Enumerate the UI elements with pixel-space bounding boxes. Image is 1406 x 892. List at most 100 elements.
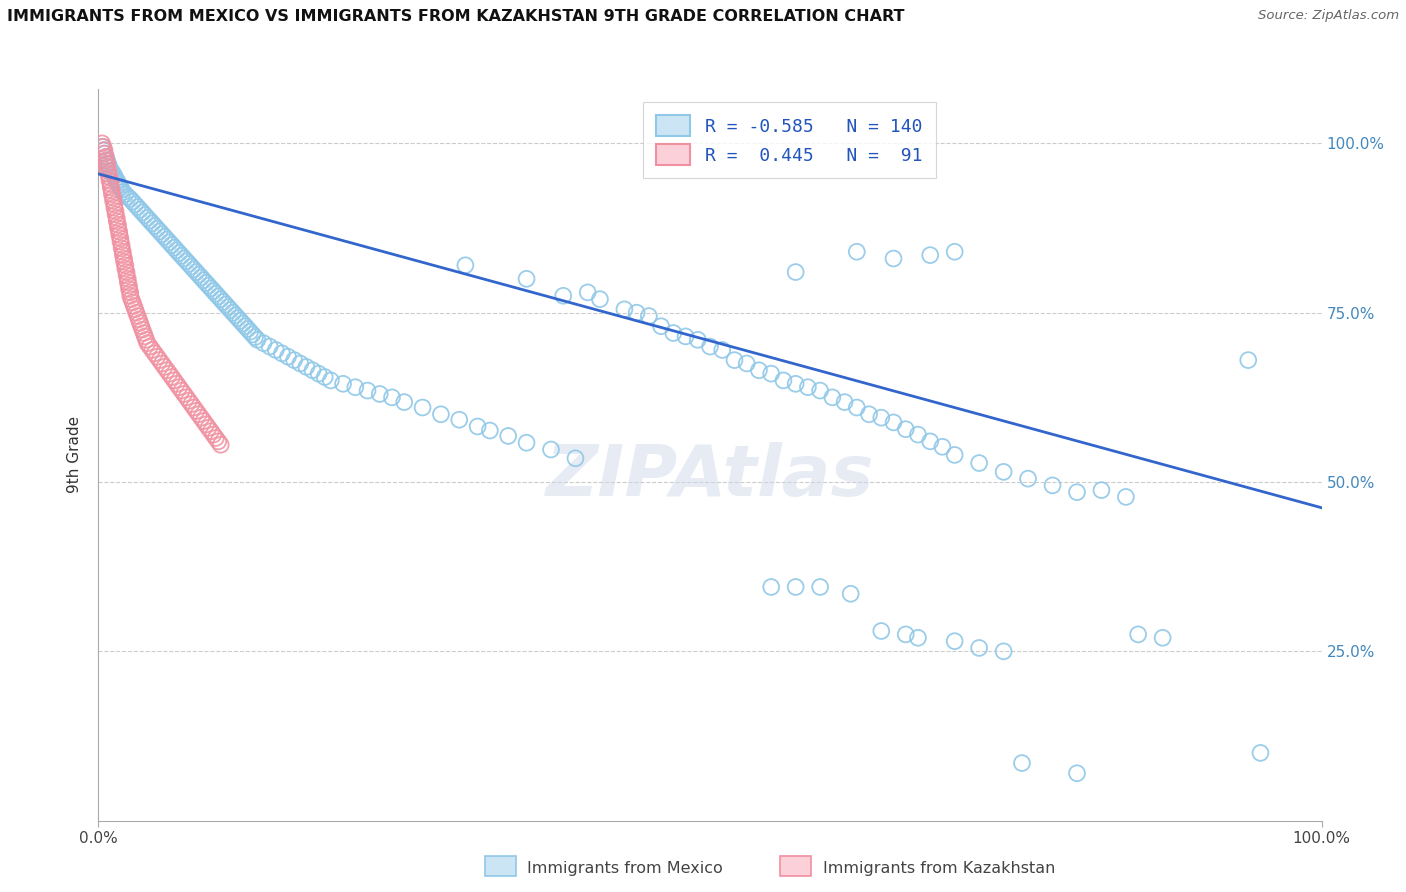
Point bbox=[711, 343, 734, 357]
Point bbox=[195, 276, 218, 290]
Point bbox=[91, 143, 114, 157]
Point bbox=[149, 353, 172, 368]
Point bbox=[226, 311, 249, 326]
Point bbox=[112, 252, 135, 266]
Point bbox=[270, 346, 294, 360]
Point bbox=[356, 384, 378, 398]
Point bbox=[176, 390, 198, 404]
Point bbox=[122, 299, 145, 313]
Point bbox=[723, 353, 745, 368]
Point bbox=[1017, 472, 1039, 486]
Point bbox=[120, 285, 142, 300]
Point bbox=[100, 180, 122, 194]
Point bbox=[105, 214, 128, 228]
Point bbox=[993, 465, 1015, 479]
Point bbox=[772, 373, 794, 387]
Point bbox=[176, 254, 198, 268]
Point bbox=[200, 281, 222, 295]
Point bbox=[111, 182, 134, 196]
Point bbox=[127, 309, 149, 323]
Point bbox=[1090, 483, 1112, 497]
Point bbox=[91, 140, 114, 154]
Point bbox=[117, 275, 139, 289]
Point bbox=[515, 272, 537, 286]
Point bbox=[202, 427, 225, 442]
Point bbox=[177, 257, 200, 271]
Point bbox=[98, 160, 121, 174]
Point bbox=[183, 262, 205, 277]
Point bbox=[675, 329, 697, 343]
Point bbox=[141, 216, 163, 230]
Point bbox=[214, 297, 236, 311]
Point bbox=[748, 363, 770, 377]
Point bbox=[229, 314, 252, 328]
Point bbox=[177, 393, 200, 408]
Point bbox=[821, 390, 844, 404]
Point bbox=[100, 177, 122, 191]
Point bbox=[150, 227, 173, 241]
Point bbox=[114, 258, 136, 272]
Point bbox=[943, 634, 966, 648]
Point bbox=[101, 167, 124, 181]
Point bbox=[97, 163, 120, 178]
Point bbox=[233, 319, 256, 334]
Point bbox=[845, 244, 868, 259]
Point bbox=[94, 150, 117, 164]
Point bbox=[136, 336, 159, 351]
Point bbox=[1115, 490, 1137, 504]
Point bbox=[931, 440, 953, 454]
Point bbox=[187, 407, 209, 421]
Point bbox=[430, 407, 453, 421]
Point bbox=[205, 431, 228, 445]
Y-axis label: 9th Grade: 9th Grade bbox=[67, 417, 83, 493]
Point bbox=[858, 407, 880, 421]
Point bbox=[1237, 353, 1260, 368]
Point bbox=[143, 219, 166, 233]
Point bbox=[139, 213, 162, 227]
Point bbox=[110, 235, 132, 249]
Point bbox=[381, 390, 404, 404]
Point bbox=[167, 246, 190, 260]
Point bbox=[104, 207, 127, 221]
Point bbox=[103, 201, 125, 215]
Point bbox=[157, 235, 180, 250]
Point bbox=[111, 185, 134, 199]
Point bbox=[146, 221, 169, 235]
Point bbox=[94, 150, 117, 164]
Point bbox=[108, 178, 131, 193]
Point bbox=[209, 438, 232, 452]
Point bbox=[242, 327, 264, 342]
Point bbox=[111, 238, 134, 252]
Point bbox=[115, 268, 138, 283]
Point bbox=[264, 343, 287, 357]
Point bbox=[120, 292, 142, 306]
Text: ZIPAtlas: ZIPAtlas bbox=[546, 442, 875, 511]
Point bbox=[894, 627, 917, 641]
Point bbox=[478, 424, 501, 438]
Point bbox=[761, 580, 783, 594]
Point bbox=[97, 157, 120, 171]
Point bbox=[96, 153, 118, 168]
Point bbox=[96, 157, 118, 171]
Point bbox=[114, 187, 136, 202]
Point bbox=[134, 208, 156, 222]
Point bbox=[101, 165, 124, 179]
Point bbox=[104, 171, 127, 186]
Point bbox=[167, 380, 190, 394]
Point bbox=[101, 194, 124, 208]
Point bbox=[91, 140, 114, 154]
Point bbox=[197, 421, 219, 435]
Point bbox=[920, 248, 942, 262]
Point bbox=[93, 143, 115, 157]
Point bbox=[128, 312, 150, 326]
Point bbox=[107, 176, 129, 190]
Point bbox=[449, 413, 471, 427]
Point bbox=[134, 329, 156, 343]
Point bbox=[650, 319, 672, 334]
Point bbox=[589, 292, 612, 306]
Point bbox=[207, 289, 229, 303]
Point bbox=[93, 146, 115, 161]
Point bbox=[920, 434, 942, 449]
Text: Immigrants from Kazakhstan: Immigrants from Kazakhstan bbox=[823, 862, 1054, 876]
Point bbox=[454, 258, 477, 272]
